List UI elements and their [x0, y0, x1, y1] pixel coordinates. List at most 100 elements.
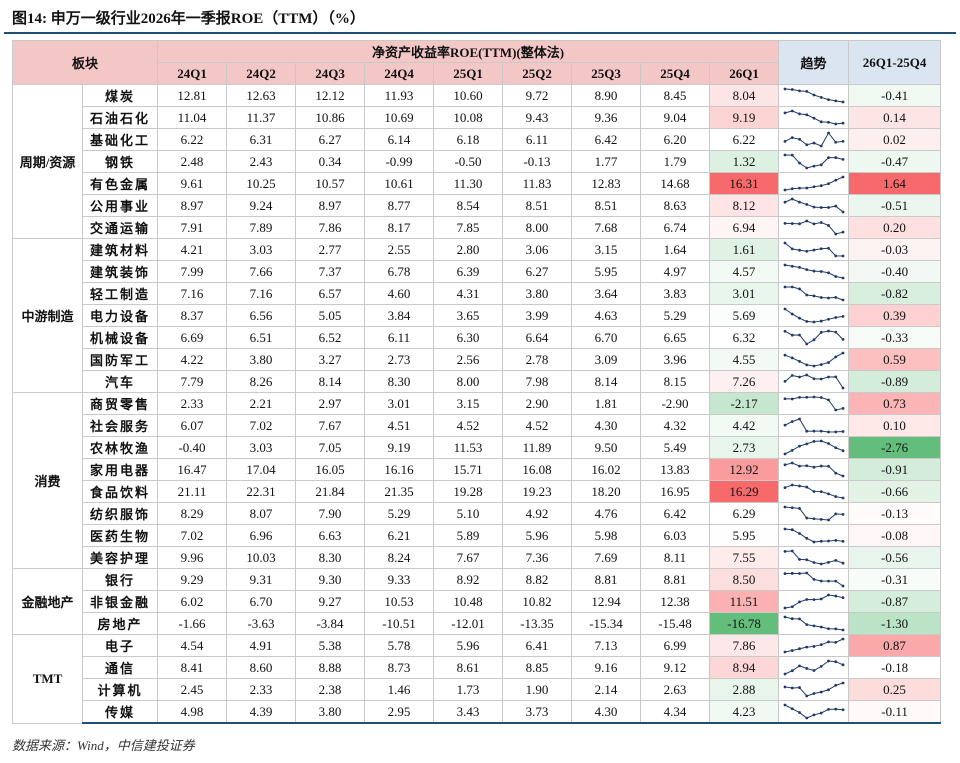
sparkline-point	[812, 439, 815, 443]
sparkline-point	[790, 333, 794, 337]
sparkline-point	[819, 363, 823, 366]
value-cell: 8.90	[571, 84, 642, 107]
change-cell: 0.25	[848, 678, 942, 701]
sparkline-point	[797, 112, 801, 116]
value-cell: 11.89	[502, 436, 573, 459]
industry-cell: 建筑装饰	[81, 260, 159, 283]
value-cell: 8.14	[571, 370, 642, 393]
sparkline-point	[783, 615, 786, 619]
sparkline-point	[833, 355, 837, 359]
value-cell: 7.05	[295, 436, 366, 459]
value-cell: 4.55	[709, 348, 780, 371]
value-cell: 7.02	[157, 524, 228, 547]
value-cell: 2.55	[364, 238, 435, 261]
sparkline-point	[819, 690, 823, 694]
value-cell: 2.14	[571, 678, 642, 701]
value-cell: 6.32	[709, 326, 780, 349]
value-cell: 7.67	[295, 414, 366, 437]
change-cell: -0.31	[848, 568, 942, 591]
industry-cell: 食品饮料	[81, 480, 159, 503]
value-cell: 2.77	[295, 238, 366, 261]
trend-cell	[778, 656, 850, 679]
trend-cell	[778, 172, 850, 195]
value-cell: 2.90	[502, 392, 573, 415]
sparkline-point	[826, 627, 830, 631]
value-cell: 8.60	[226, 656, 297, 679]
sparkline-point	[790, 187, 794, 191]
sparkline-point	[812, 338, 815, 342]
value-cell: 2.63	[640, 678, 711, 701]
value-cell: 18.20	[571, 480, 642, 503]
sparkline-point	[790, 312, 794, 316]
change-cell: -0.56	[848, 546, 942, 569]
value-cell: 9.19	[709, 106, 780, 129]
sparkline-point	[841, 121, 844, 125]
sparkline-point	[804, 186, 808, 190]
industry-cell: 商贸零售	[81, 392, 159, 415]
value-cell: 12.38	[640, 590, 711, 613]
industry-cell: 石油石化	[81, 106, 159, 129]
value-cell: 3.73	[502, 700, 573, 724]
industry-cell: 非银金融	[81, 590, 159, 613]
sector-cell: TMT	[12, 634, 83, 724]
value-cell: 4.21	[157, 238, 228, 261]
table-row: 石油石化 11.04 11.37 10.86 10.69 10.08 9.43 9.36 9.0…	[13, 106, 942, 129]
sparkline-line	[784, 616, 843, 631]
value-cell: 8.12	[709, 194, 780, 217]
change-cell: 0.59	[848, 348, 942, 371]
sparkline-point	[833, 538, 837, 542]
sparkline-point	[833, 178, 837, 182]
value-cell: -3.84	[295, 612, 366, 635]
table-row: 消费 商贸零售 2.33 2.21 2.97 3.01 3.15 2.90 1.81 -2.90-…	[12, 392, 942, 569]
sparkline	[783, 703, 844, 720]
value-cell: 1.32	[709, 150, 780, 173]
change-cell: -0.41	[848, 84, 942, 107]
sparkline-point	[833, 122, 837, 126]
industry-cell: 社会服务	[81, 414, 159, 437]
value-cell: 7.67	[433, 546, 504, 569]
value-cell: 3.99	[502, 304, 573, 327]
sparkline-point	[790, 571, 794, 575]
value-cell: 9.96	[157, 546, 228, 569]
sparkline-point	[819, 643, 823, 647]
table-row: 建筑装饰 7.99 7.66 7.37 6.78 6.39 6.27 5.95 4.97 4.57…	[13, 260, 942, 283]
value-cell: 12.63	[226, 84, 297, 107]
sparkline-point	[783, 379, 786, 383]
value-cell: 8.97	[157, 194, 228, 217]
change-cell: -0.51	[848, 194, 942, 217]
change-cell: -0.18	[848, 656, 942, 679]
value-cell: 4.91	[226, 634, 297, 657]
value-cell: 9.16	[571, 656, 642, 679]
sparkline-point	[804, 203, 808, 206]
table-row: 家用电器 16.47 17.04 16.05 16.16 15.71 16.08 16.02 1…	[13, 458, 942, 481]
sparkline-point	[783, 153, 786, 157]
value-cell: 16.47	[157, 458, 228, 481]
value-cell: 10.61	[364, 172, 435, 195]
value-cell: 9.04	[640, 106, 711, 129]
sparkline-point	[790, 247, 794, 251]
sparkline-point	[797, 316, 801, 320]
sparkline-point	[797, 287, 801, 291]
trend-cell	[778, 524, 850, 547]
value-cell: 7.68	[571, 216, 642, 239]
sparkline-point	[812, 645, 815, 648]
value-cell: 9.30	[295, 568, 366, 591]
sparkline-point	[841, 298, 844, 302]
sparkline-point	[833, 641, 837, 644]
change-cell: -0.13	[848, 502, 942, 525]
sparkline	[783, 483, 844, 500]
value-cell: 8.30	[364, 370, 435, 393]
value-cell: 6.07	[157, 414, 228, 437]
sparkline-point	[804, 249, 808, 253]
table-row: 计算机 2.45 2.33 2.38 1.46 1.73 1.90 2.14 2.63 2.88 0…	[13, 678, 942, 701]
value-cell: 6.78	[364, 260, 435, 283]
value-cell: 8.00	[433, 370, 504, 393]
trend-cell	[778, 84, 850, 107]
value-cell: 7.26	[709, 370, 780, 393]
sparkline-point	[841, 496, 844, 500]
sparkline-point	[783, 111, 786, 115]
change-cell: -2.76	[848, 436, 942, 459]
sparkline-point	[841, 663, 844, 667]
value-cell: 8.30	[295, 546, 366, 569]
value-cell: 3.96	[640, 348, 711, 371]
